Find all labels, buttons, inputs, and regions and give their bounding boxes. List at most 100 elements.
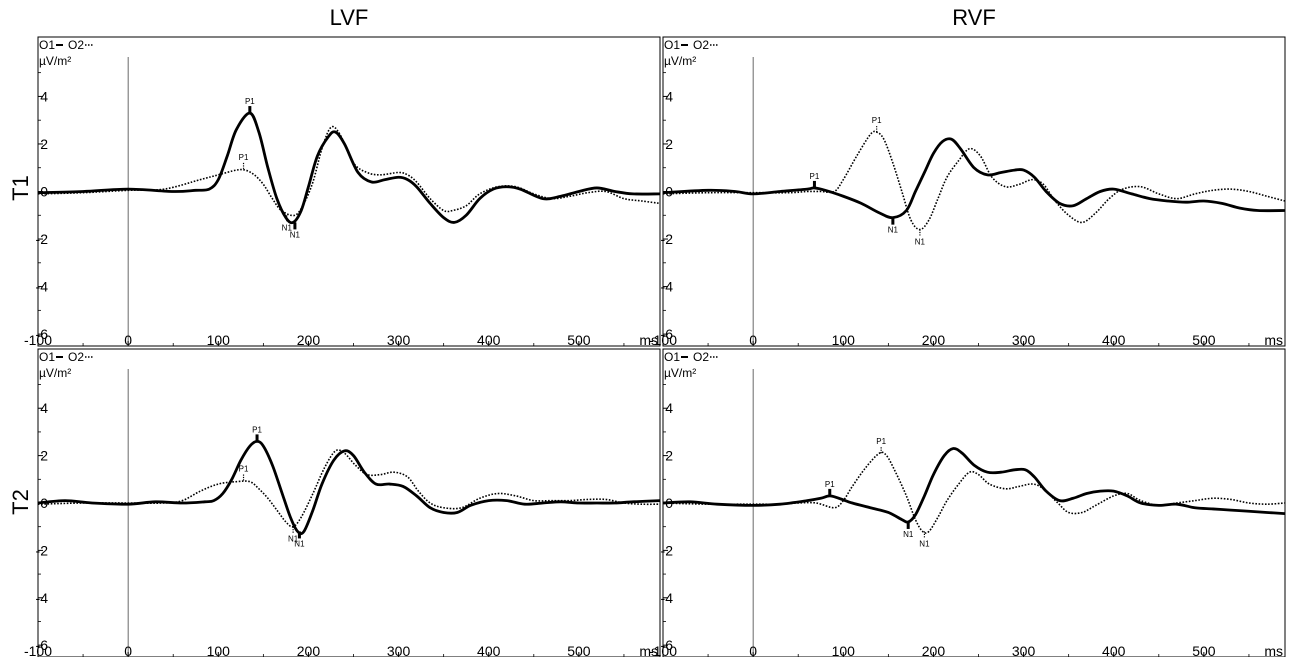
x-tick-label: 300	[1012, 332, 1036, 348]
x-tick-label: 500	[1192, 332, 1216, 348]
peak-label-n1-o1: N1	[290, 230, 301, 239]
plot-frame	[37, 36, 661, 347]
x-tick-label: 400	[477, 643, 501, 657]
series-line-o1	[37, 111, 661, 225]
y-tick-label: 4	[665, 400, 673, 416]
peak-label-p1-o2: P1	[239, 153, 249, 162]
peak-label-p1-o2: P1	[239, 464, 249, 473]
y-tick-label: -2	[36, 542, 49, 558]
y-tick-label: -2	[661, 231, 674, 247]
x-unit-label: ms	[639, 332, 658, 348]
x-tick-label: 400	[477, 332, 501, 348]
legend-o1: O1	[664, 38, 680, 52]
x-tick-label: -100	[649, 643, 677, 657]
y-tick-label: 2	[40, 136, 48, 152]
peak-label-p1-o2: P1	[876, 437, 886, 446]
column-title-lvf: LVF	[330, 5, 369, 30]
x-tick-label: 200	[297, 332, 321, 348]
plot-frame	[662, 348, 1286, 657]
y-tick-label: -6	[661, 326, 674, 342]
y-unit-label: µV/m²	[664, 54, 696, 68]
y-unit-label: µV/m²	[39, 366, 71, 380]
x-tick-label: 300	[387, 643, 411, 657]
legend-o2: O2	[68, 38, 84, 52]
y-tick-label: -2	[661, 542, 674, 558]
row-title-t2: T2	[8, 489, 33, 515]
legend-o2: O2	[68, 350, 84, 364]
legend-o2: O2	[693, 38, 709, 52]
peak-label-p1-o1: P1	[810, 172, 820, 181]
x-tick-label: 0	[124, 332, 132, 348]
legend-o2: O2	[693, 350, 709, 364]
x-tick-label: 200	[922, 643, 946, 657]
y-tick-label: -2	[36, 231, 49, 247]
peak-label-n1-o2: N1	[282, 223, 293, 232]
x-tick-label: 100	[207, 332, 231, 348]
y-tick-label: 4	[40, 88, 48, 104]
plot-frame	[662, 36, 1286, 347]
x-unit-label: ms	[1264, 332, 1283, 348]
peak-label-n1-o1: N1	[294, 539, 305, 548]
series-line-o1	[37, 440, 661, 536]
x-tick-label: 300	[387, 332, 411, 348]
x-tick-label: 400	[1102, 643, 1126, 657]
x-tick-label: 0	[749, 332, 757, 348]
x-tick-label: 500	[1192, 643, 1216, 657]
column-title-rvf: RVF	[952, 5, 996, 30]
y-unit-label: µV/m²	[664, 366, 696, 380]
peak-label-n1-o2: N1	[915, 238, 926, 247]
row-title-t1: T1	[8, 175, 33, 201]
x-tick-label: 0	[124, 643, 132, 657]
x-tick-label: 200	[922, 332, 946, 348]
y-tick-label: -6	[36, 326, 49, 342]
x-tick-label: 200	[297, 643, 321, 657]
series-line-o2	[37, 125, 661, 217]
y-tick-label: 2	[40, 448, 48, 464]
peak-label-n1-o1: N1	[888, 226, 899, 235]
x-unit-label: ms	[1264, 643, 1283, 657]
x-tick-label: 500	[567, 643, 591, 657]
legend-o1: O1	[39, 350, 55, 364]
x-tick-label: 400	[1102, 332, 1126, 348]
peak-label-n1-o2: N1	[288, 535, 299, 544]
x-tick-label: 100	[832, 332, 856, 348]
series-line-o2	[662, 130, 1286, 231]
y-tick-label: -4	[36, 279, 49, 295]
y-tick-label: 2	[665, 136, 673, 152]
peak-label-p1-o2: P1	[872, 116, 882, 125]
x-tick-label: 100	[832, 643, 856, 657]
y-tick-label: -6	[36, 637, 49, 653]
series-line-o1	[662, 137, 1286, 220]
y-tick-label: -6	[661, 637, 674, 653]
peak-label-p1-o1: P1	[825, 480, 835, 489]
x-tick-label: 500	[567, 332, 591, 348]
y-tick-label: 4	[40, 400, 48, 416]
y-tick-label: -4	[661, 590, 674, 606]
series-line-o1	[662, 447, 1286, 524]
y-tick-label: -4	[661, 279, 674, 295]
legend-o1: O1	[664, 350, 680, 364]
y-tick-label: 4	[665, 88, 673, 104]
y-tick-label: 2	[665, 448, 673, 464]
x-tick-label: 100	[207, 643, 231, 657]
series-line-o2	[37, 449, 661, 528]
x-tick-label: -100	[649, 332, 677, 348]
x-tick-label: 300	[1012, 643, 1036, 657]
y-unit-label: µV/m²	[39, 54, 71, 68]
peak-label-p1-o1: P1	[252, 425, 262, 434]
x-tick-label: -100	[24, 332, 52, 348]
y-tick-label: -4	[36, 590, 49, 606]
x-tick-label: -100	[24, 643, 52, 657]
x-tick-label: 0	[749, 643, 757, 657]
legend-o1: O1	[39, 38, 55, 52]
x-unit-label: ms	[639, 643, 658, 657]
peak-label-n1-o1: N1	[903, 530, 914, 539]
series-line-o2	[662, 451, 1286, 534]
peak-label-p1-o1: P1	[245, 97, 255, 106]
